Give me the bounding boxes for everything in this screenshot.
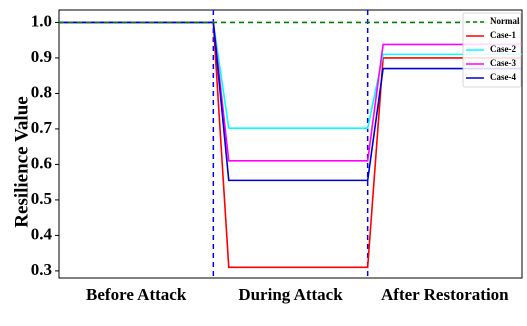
- y-ticks: 0.3 0.4 0.5 0.6 0.7 0.8 0.9 1.0: [31, 11, 59, 279]
- legend-label: Case-3: [490, 58, 516, 68]
- series-line-case-3: [59, 21, 522, 162]
- x-category-labels: Before Attack During Attack After Restorat…: [86, 285, 509, 304]
- x-category-label: During Attack: [238, 285, 343, 304]
- y-tick-label: 0.7: [31, 118, 53, 137]
- series-line-case-1: [59, 21, 522, 269]
- plot-area: [58, 9, 523, 279]
- legend-label: Case-2: [490, 44, 516, 54]
- y-tick-label: 0.4: [31, 224, 53, 243]
- y-axis-label: Resilience Value: [11, 96, 32, 227]
- y-tick-label: 0.6: [31, 153, 52, 172]
- y-tick-label: 1.0: [31, 11, 52, 30]
- y-tick-label: 0.5: [31, 189, 52, 208]
- plot-frame: [58, 9, 523, 279]
- legend-label: Case-4: [490, 72, 516, 82]
- x-category-label: Before Attack: [86, 285, 187, 304]
- legend-box: [462, 12, 522, 88]
- x-category-label: After Restoration: [381, 285, 509, 304]
- y-tick-label: 0.3: [31, 260, 52, 279]
- legend-label: Case-1: [490, 30, 516, 40]
- y-tick-label: 0.9: [31, 47, 52, 66]
- y-tick-label: 0.8: [31, 82, 52, 101]
- series-line-case-2: [59, 21, 522, 129]
- legend: Normal Case-1 Case-2 Case-3 Case-4: [462, 12, 522, 88]
- legend-label: Normal: [490, 16, 520, 26]
- series-line-case-4: [59, 21, 522, 182]
